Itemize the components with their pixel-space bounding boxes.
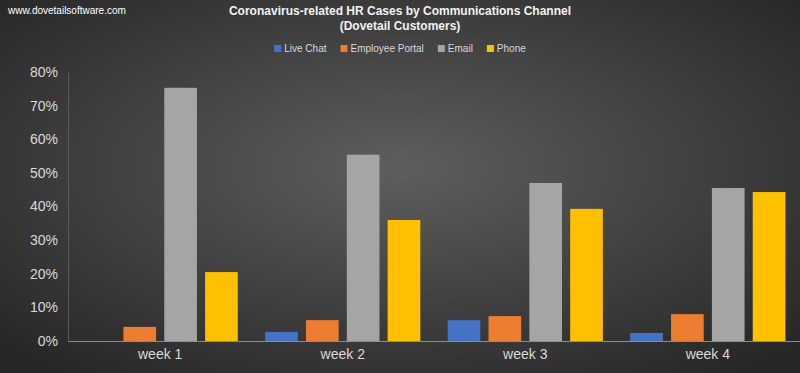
bar [489,316,522,341]
bar [570,209,603,341]
legend-swatch [487,45,494,52]
bar [83,341,116,342]
x-tick-label: week 1 [137,346,183,362]
y-tick: 50% [30,165,68,181]
legend-item: Phone [487,43,526,54]
x-tick: week 4 [685,341,731,362]
y-tick-label: 30% [30,232,58,248]
bar [529,183,562,341]
x-tick: week 3 [502,341,548,362]
legend-item: Email [438,43,473,54]
legend-swatch [340,45,347,52]
subtitle: (Dovetail Customers) [340,19,461,33]
bar [448,320,481,341]
y-tick-label: 40% [30,198,58,214]
y-tick-label: 80% [30,64,58,80]
y-axis-line [68,73,69,342]
y-tick-label: 10% [30,299,58,315]
x-tick: week 1 [137,341,183,362]
legend-label: Live Chat [284,43,326,54]
y-tick: 10% [30,299,68,315]
legend-swatch [438,45,445,52]
bar [164,88,197,341]
bar [205,272,238,341]
x-axis-line [69,341,800,342]
y-tick: 0% [38,333,68,349]
legend-label: Employee Portal [350,43,423,54]
x-axis: week 1 week 2 week 3 week 4 [69,341,800,362]
legend: Live Chat Employee Portal Email Phone [274,43,526,54]
y-tick: 40% [30,198,68,214]
y-tick: 70% [30,98,68,114]
y-tick: 80% [30,64,68,80]
bar [671,314,704,341]
series-2 [164,88,744,341]
legend-label: Email [448,43,473,54]
title: Coronavirus-related HR Cases by Communic… [229,4,571,18]
series-0 [265,320,663,341]
y-axis: 0% 10% 20% 30% 40% 50% 60% 70% 80% [30,64,69,349]
y-tick-label: 70% [30,98,58,114]
bar [712,188,745,341]
y-tick-label: 20% [30,266,58,282]
y-tick-label: 0% [38,333,58,349]
bar [123,327,156,341]
bar [306,320,339,341]
annotation: www.dovetailsoftware.com [7,5,126,16]
y-tick-label: 50% [30,165,58,181]
series-3 [205,192,785,341]
background [0,0,800,373]
bar [265,332,298,341]
x-tick-label: week 2 [320,346,366,362]
y-tick: 60% [30,131,68,147]
x-tick-label: week 3 [502,346,548,362]
legend-label: Phone [497,43,526,54]
x-tick-label: week 4 [685,346,731,362]
y-tick: 30% [30,232,68,248]
bar [347,155,380,341]
legend-swatch [274,45,281,52]
y-tick-label: 60% [30,131,58,147]
legend-item: Live Chat [274,43,326,54]
bar [388,220,421,341]
x-tick: week 2 [320,341,366,362]
legend-item: Employee Portal [340,43,423,54]
chart: www.dovetailsoftware.com Coronavirus-rela… [0,0,800,373]
y-tick: 20% [30,266,68,282]
bars [123,88,785,341]
bar [753,192,786,341]
bar [630,333,663,341]
